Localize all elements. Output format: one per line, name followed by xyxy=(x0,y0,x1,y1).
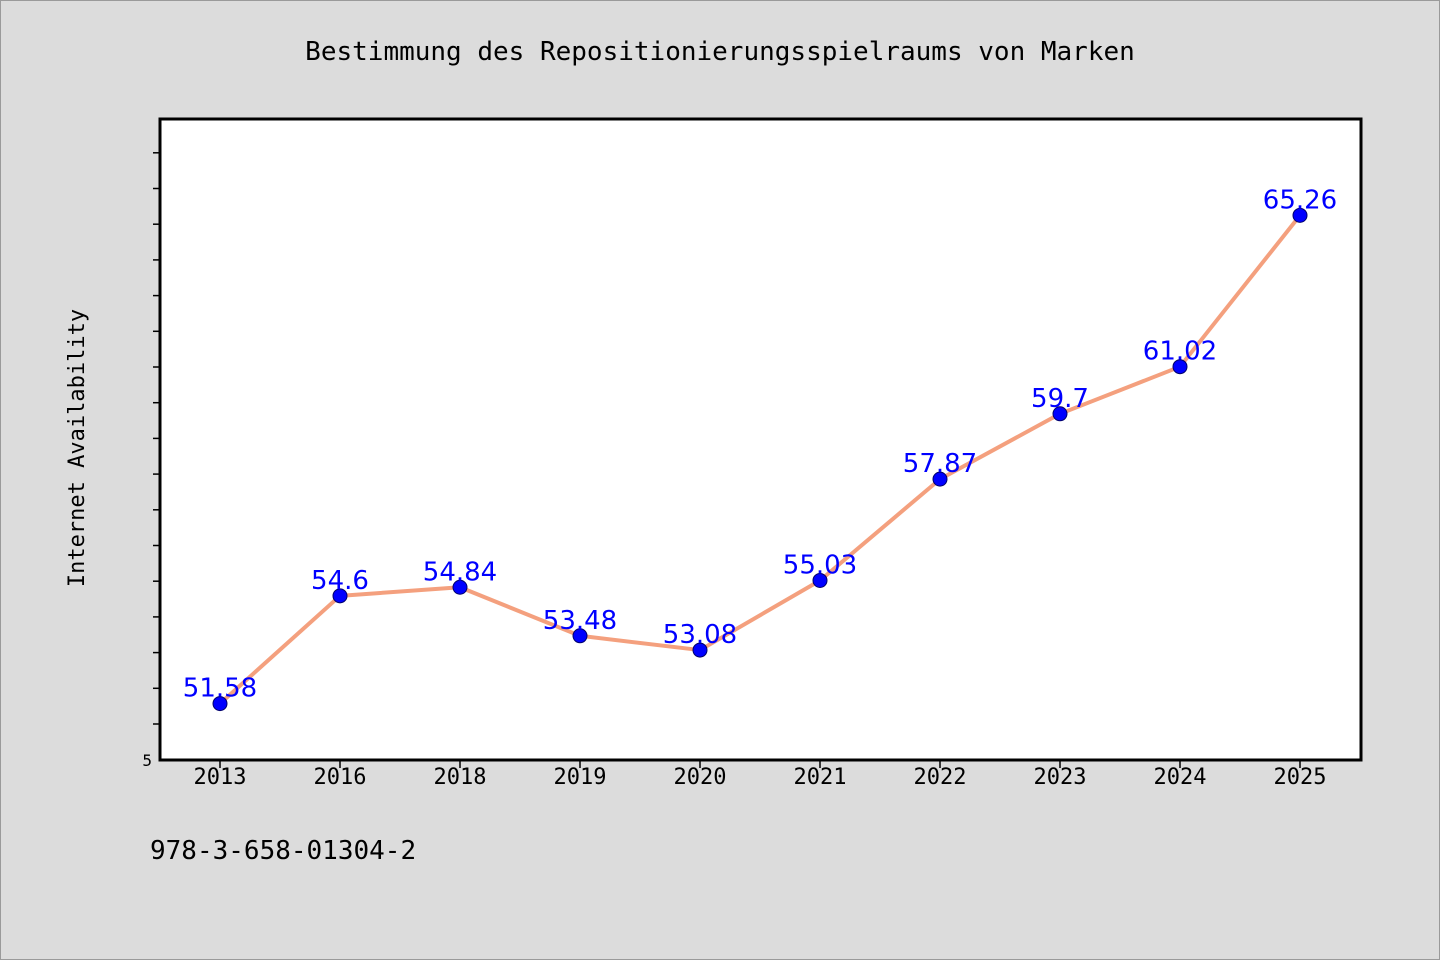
data-point xyxy=(452,579,468,595)
x-tick-label: 2013 xyxy=(194,765,247,790)
data-point xyxy=(572,628,588,644)
data-label: 54.84 xyxy=(423,557,497,587)
y-axis-ticks: 5 xyxy=(142,152,160,770)
x-tick-label: 2025 xyxy=(1274,765,1327,790)
x-tick-label: 2021 xyxy=(794,765,847,790)
y-axis-label: Internet Availability xyxy=(65,309,90,587)
x-tick-label: 2018 xyxy=(434,765,487,790)
x-tick-label: 2016 xyxy=(314,765,367,790)
x-tick-label: 2020 xyxy=(674,765,727,790)
data-label: 53.08 xyxy=(663,620,737,650)
data-points xyxy=(212,207,1308,712)
x-axis-ticks: 2013 2016 2018 2019 2020 2021 2022 2023 2024 2025 xyxy=(194,760,1327,790)
data-point xyxy=(812,572,828,588)
x-tick-label: 2024 xyxy=(1154,765,1207,790)
data-label: 55.03 xyxy=(783,550,857,580)
x-tick-label: 2023 xyxy=(1034,765,1087,790)
data-label: 61.02 xyxy=(1143,337,1217,367)
data-labels: 51.58 54.6 54.84 53.48 53.08 55.03 57.87 59.7 61… xyxy=(183,185,1337,703)
data-point xyxy=(932,471,948,487)
isbn-text: 978-3-658-01304-2 xyxy=(150,836,417,866)
data-point xyxy=(332,588,348,604)
data-point xyxy=(1172,359,1188,375)
series-line xyxy=(218,214,1302,706)
data-point xyxy=(1292,207,1308,223)
x-tick-label: 2019 xyxy=(554,765,607,790)
data-point xyxy=(212,696,228,712)
data-label: 54.6 xyxy=(311,566,369,596)
data-label: 51.58 xyxy=(183,674,257,704)
y-tick-label: 5 xyxy=(142,751,152,770)
data-point xyxy=(692,642,708,658)
data-label: 53.48 xyxy=(543,606,617,636)
plot-area xyxy=(158,117,1363,762)
chart-title: Bestimmung des Repositionierungsspielrau… xyxy=(305,37,1135,67)
data-point xyxy=(1052,406,1068,422)
x-tick-label: 2022 xyxy=(914,765,967,790)
data-label: 59.7 xyxy=(1031,384,1089,414)
data-label: 65.26 xyxy=(1263,185,1337,215)
data-label: 57.87 xyxy=(903,449,977,479)
